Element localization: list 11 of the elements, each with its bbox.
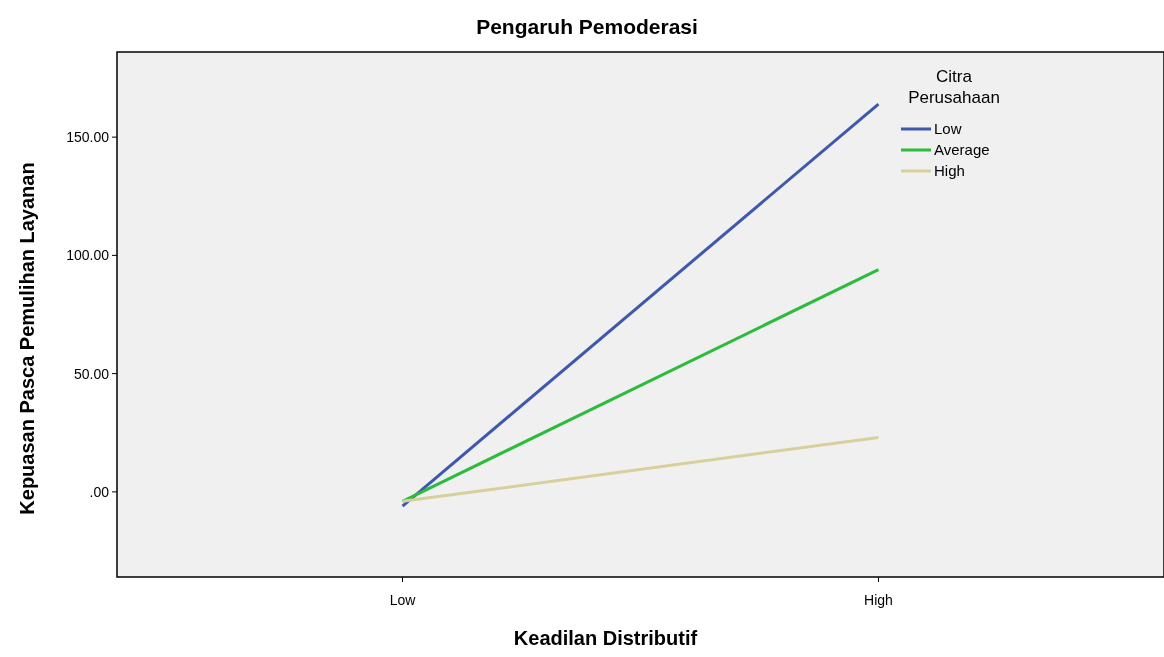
legend-label: Average: [934, 141, 990, 158]
legend-label: High: [934, 162, 965, 179]
y-axis-title: Kepuasan Pasca Pemulihan Layanan: [16, 162, 38, 515]
y-tick-label: 150.00: [66, 129, 110, 146]
y-tick-label: 100.00: [66, 247, 110, 264]
legend-title: Citra Perusahaan: [908, 67, 1000, 107]
x-axis-title: Keadilan Distributif: [513, 627, 698, 649]
y-tick-label: 50.00: [73, 365, 110, 382]
y-tick-label: .00: [89, 483, 110, 500]
chart-title: Pengaruh Pemoderasi: [476, 15, 698, 38]
legend-label: Low: [934, 120, 962, 137]
